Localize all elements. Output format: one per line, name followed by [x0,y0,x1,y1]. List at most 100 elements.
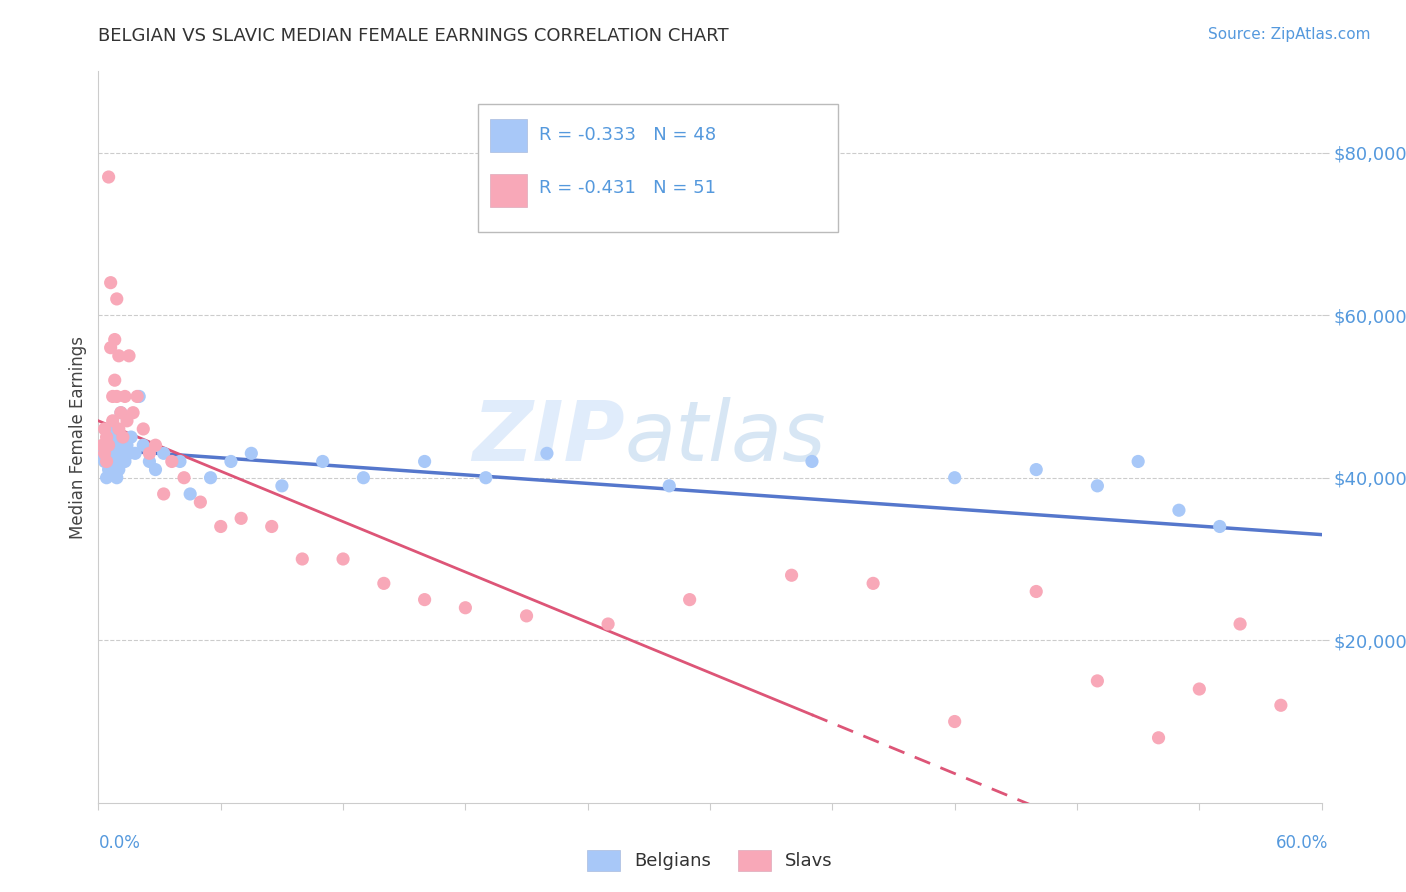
Point [128,389,150,403]
Point [124,446,146,460]
Point [91,446,114,460]
Point [101,389,124,403]
Point [1188,681,1211,696]
FancyBboxPatch shape [478,104,838,232]
Point [108,349,131,363]
Point [105,389,128,403]
Point [105,292,128,306]
Point [132,422,155,436]
Point [111,430,134,444]
Point [152,446,174,460]
Point [100,276,122,290]
Point [108,422,131,436]
Point [138,454,160,468]
Point [91,438,114,452]
Point [100,341,122,355]
Point [115,414,138,428]
Point [105,471,128,485]
Point [97,462,120,476]
Point [1025,584,1047,599]
Text: 0.0%: 0.0% [98,834,141,852]
Point [97,169,120,184]
Bar [489,119,526,152]
Point [240,446,263,460]
Point [96,430,118,444]
Text: 60.0%: 60.0% [1277,834,1329,852]
Point [97,430,120,444]
Point [104,430,127,444]
Point [160,454,183,468]
Point [536,446,558,460]
Point [101,414,124,428]
Point [115,438,138,452]
Point [1147,731,1170,745]
Point [801,454,824,468]
Point [1128,454,1150,468]
Point [862,576,884,591]
Point [943,714,966,729]
Point [118,349,141,363]
Point [312,454,335,468]
Point [219,454,242,468]
Text: atlas: atlas [624,397,827,477]
Point [454,600,477,615]
Point [209,519,232,533]
Point [127,389,149,403]
Point [118,446,141,460]
Point [101,446,124,460]
Point [173,471,195,485]
Point [943,471,966,485]
Point [598,617,620,632]
Point [105,438,128,452]
Point [1229,617,1251,632]
Point [1270,698,1292,713]
Point [270,479,294,493]
Point [413,592,436,607]
Point [152,487,174,501]
Point [110,406,132,420]
Point [96,471,118,485]
Point [658,479,681,493]
Point [120,430,142,444]
Point [101,422,124,436]
Point [132,438,155,452]
Point [93,446,115,460]
Point [93,422,115,436]
Point [169,454,191,468]
Point [104,333,127,347]
Point [145,438,167,452]
Text: BELGIAN VS SLAVIC MEDIAN FEMALE EARNINGS CORRELATION CHART: BELGIAN VS SLAVIC MEDIAN FEMALE EARNINGS… [98,27,730,45]
Point [104,454,127,468]
Point [108,446,131,460]
Point [96,438,118,452]
Point [97,446,120,460]
Text: R = -0.333   N = 48: R = -0.333 N = 48 [538,126,716,144]
Point [679,592,702,607]
Point [114,389,136,403]
Point [93,454,115,468]
Text: ZIP: ZIP [472,397,624,477]
Point [291,552,314,566]
Y-axis label: Median Female Earnings: Median Female Earnings [69,335,87,539]
Text: Source: ZipAtlas.com: Source: ZipAtlas.com [1208,27,1371,42]
Bar [489,174,526,207]
Point [145,462,167,476]
Point [110,406,132,420]
Point [111,438,134,452]
Point [1025,462,1047,476]
Point [100,438,122,452]
Point [1085,673,1108,688]
Point [474,471,498,485]
Legend: Belgians, Slavs: Belgians, Slavs [581,843,839,878]
Point [96,454,118,468]
Point [108,462,131,476]
Point [352,471,374,485]
Point [200,471,222,485]
Point [780,568,803,582]
Point [373,576,395,591]
Point [516,608,538,623]
Point [138,446,160,460]
Point [100,454,122,468]
Text: R = -0.431   N = 51: R = -0.431 N = 51 [538,179,716,197]
Point [179,487,201,501]
